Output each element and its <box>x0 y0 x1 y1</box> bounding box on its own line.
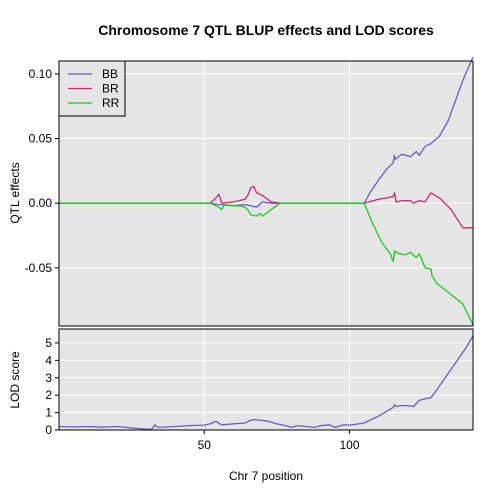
lod-panel: 0 1 2 3 4 5 50 100 LOD score <box>8 328 474 452</box>
effects-y-tick-label-3: 0.10 <box>29 67 53 81</box>
legend-label-br: BR <box>102 82 119 96</box>
effects-y-tick-label-2: 0.05 <box>29 132 53 146</box>
series-line-lod <box>58 335 474 430</box>
effects-y-axis: -0.05 0.00 0.05 0.10 <box>25 67 59 275</box>
lod-plot-border <box>58 328 474 431</box>
chart-title: Chromosome 7 QTL BLUP effects and LOD sc… <box>98 22 434 38</box>
lod-x-tick-label-0: 50 <box>198 438 212 452</box>
x-axis-label: Chr 7 position <box>229 469 303 483</box>
series-line-bb <box>59 56 474 208</box>
effects-series-lines <box>59 56 474 325</box>
lod-y-tick-label-3: 3 <box>45 371 52 385</box>
effects-y-tick-label-1: 0.00 <box>29 196 53 210</box>
lod-x-tick-label-1: 100 <box>340 438 360 452</box>
lod-y-tick-label-0: 0 <box>45 423 52 437</box>
series-line-rr <box>59 202 474 325</box>
lod-y-tick-label-5: 5 <box>45 336 52 350</box>
effects-y-axis-label: QTL effects <box>8 162 22 223</box>
effects-plot-border <box>58 60 474 327</box>
lod-y-tick-label-4: 4 <box>45 353 52 367</box>
effects-plot-background <box>59 61 473 326</box>
lod-series-line <box>58 335 474 430</box>
legend-label-bb: BB <box>102 67 118 81</box>
lod-plot-background <box>59 329 473 430</box>
effects-y-tick-label-0: -0.05 <box>25 261 53 275</box>
lod-y-axis: 0 1 2 3 4 5 <box>45 336 59 437</box>
lod-y-axis-label: LOD score <box>8 351 22 409</box>
legend-label-rr: RR <box>102 96 120 110</box>
lod-y-tick-label-1: 1 <box>45 406 52 420</box>
lod-y-tick-label-2: 2 <box>45 388 52 402</box>
lod-x-axis: 50 100 <box>198 430 360 452</box>
